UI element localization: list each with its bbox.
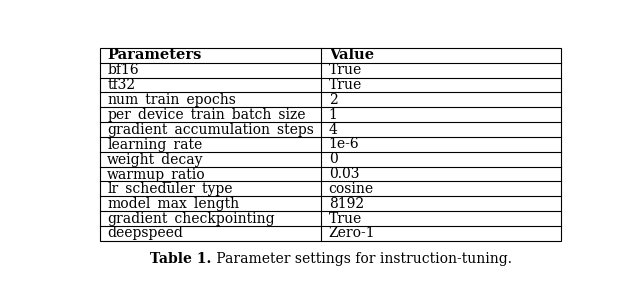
Text: 0.03: 0.03 [329, 167, 359, 181]
Text: warmup_ratio: warmup_ratio [108, 167, 206, 182]
Text: 4: 4 [329, 123, 337, 137]
Text: per_device_train_batch_size: per_device_train_batch_size [108, 107, 306, 122]
Text: Parameters: Parameters [108, 48, 202, 62]
Text: cosine: cosine [329, 182, 374, 196]
Text: deepspeed: deepspeed [108, 226, 183, 240]
Text: Zero-1: Zero-1 [329, 226, 375, 240]
Text: learning_rate: learning_rate [108, 137, 202, 152]
Text: gradient_accumulation_steps: gradient_accumulation_steps [108, 122, 314, 137]
Text: tf32: tf32 [108, 78, 136, 92]
Text: 0: 0 [329, 152, 337, 166]
Text: 2: 2 [329, 93, 337, 107]
Text: 8192: 8192 [329, 197, 364, 211]
Text: 1e-6: 1e-6 [329, 137, 359, 151]
Text: num_train_epochs: num_train_epochs [108, 92, 236, 107]
Text: weight_decay: weight_decay [108, 152, 204, 167]
Text: True: True [329, 78, 362, 92]
Text: True: True [329, 212, 362, 226]
Text: bf16: bf16 [108, 63, 139, 77]
Text: 1: 1 [329, 108, 337, 122]
Text: model_max_length: model_max_length [108, 196, 239, 211]
Text: lr_scheduler_type: lr_scheduler_type [108, 182, 233, 196]
Text: Parameter settings for instruction-tuning.: Parameter settings for instruction-tunin… [212, 252, 511, 266]
Text: gradient_checkpointing: gradient_checkpointing [108, 211, 275, 226]
Text: True: True [329, 63, 362, 77]
Text: Table 1. Parameter settings for instruction-tuning.: Table 1. Parameter settings for instruct… [150, 252, 506, 266]
Text: Table 1.: Table 1. [150, 252, 212, 266]
Bar [100, 48, 561, 241]
Text: Value: Value [329, 48, 374, 62]
